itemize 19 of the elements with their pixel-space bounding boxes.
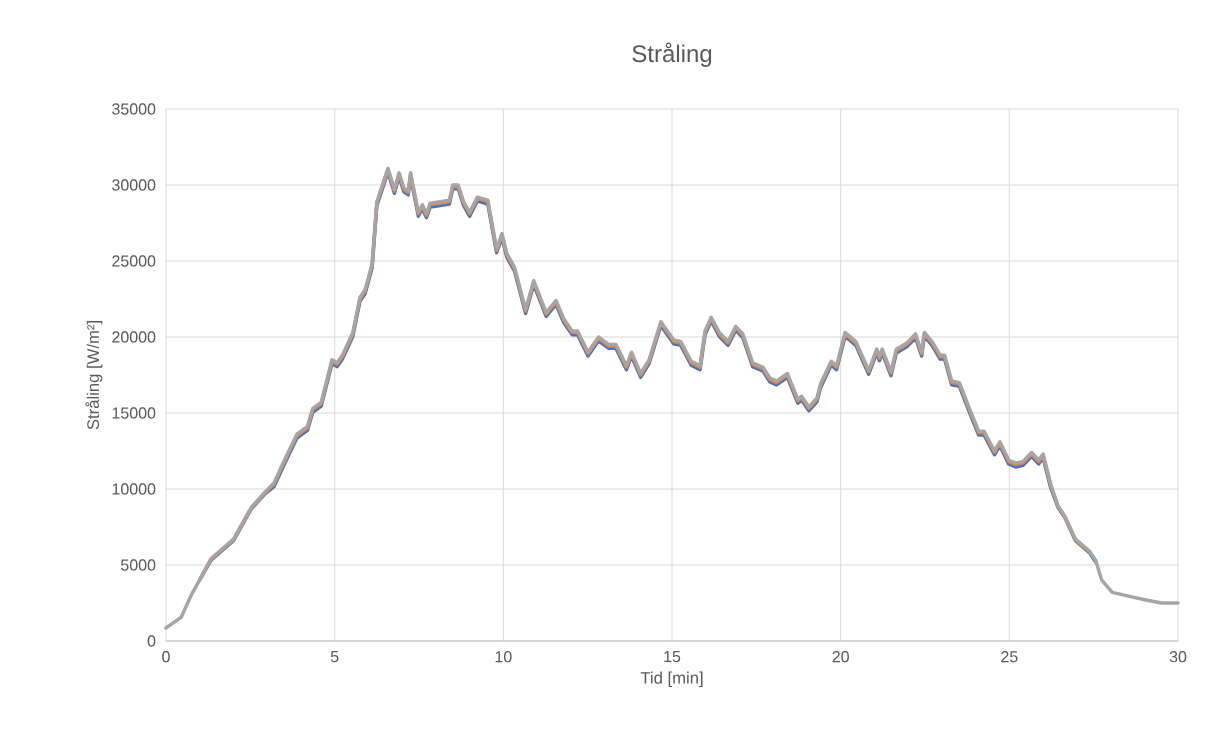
y-tick-label: 15000	[112, 407, 156, 419]
x-tick-label: 20	[832, 651, 849, 663]
chart-title: Stråling	[632, 42, 712, 67]
y-tick-label: 20000	[112, 331, 156, 343]
line-series	[164, 166, 1180, 630]
y-tick-label: 0	[147, 635, 156, 647]
y-tick-label: 25000	[112, 255, 156, 267]
x-tick-label: 30	[1169, 651, 1187, 663]
x-tick-label: 25	[1001, 651, 1018, 663]
y-axis-title: Stråling [W/m²]	[85, 321, 103, 430]
x-tick-label: 5	[330, 651, 339, 663]
y-tick-label: 5000	[121, 559, 156, 571]
x-tick-label: 10	[495, 651, 512, 663]
y-tick-label: 10000	[112, 483, 156, 495]
x-tick-label: 0	[162, 651, 170, 663]
x-axis-title: Tid [min]	[640, 671, 703, 688]
y-tick-label: 35000	[112, 103, 156, 115]
x-tick-label: 15	[664, 651, 681, 663]
y-tick-label: 30000	[112, 179, 156, 191]
